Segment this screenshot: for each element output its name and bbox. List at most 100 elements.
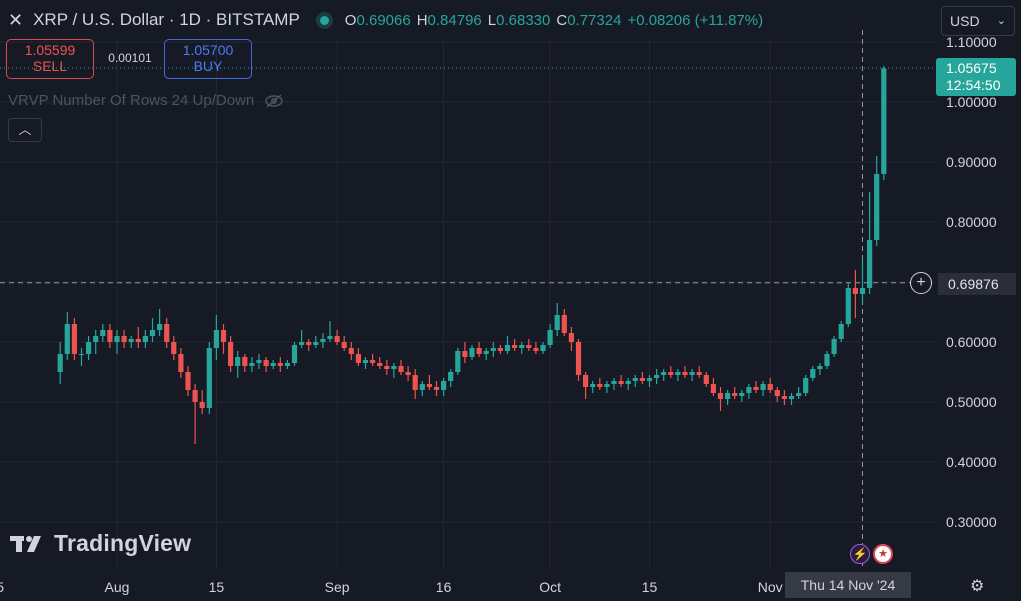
candle[interactable] [64, 312, 70, 360]
candle[interactable] [448, 369, 454, 387]
candle[interactable] [199, 390, 205, 414]
candle[interactable] [774, 387, 780, 402]
collapse-legend-button[interactable]: ︿ [8, 118, 42, 142]
candle[interactable] [384, 360, 390, 375]
candle[interactable] [526, 339, 532, 351]
candle[interactable] [320, 333, 326, 348]
candle[interactable] [164, 318, 170, 348]
candle[interactable] [299, 330, 305, 348]
candle[interactable] [213, 315, 219, 360]
candle[interactable] [824, 351, 830, 369]
candle[interactable] [334, 330, 340, 345]
indicator-legend[interactable]: VRVP Number Of Rows 24 Up/Down [8, 92, 284, 109]
candle[interactable] [57, 342, 63, 384]
candle[interactable] [696, 366, 702, 378]
candle[interactable] [270, 360, 276, 369]
candle[interactable] [661, 369, 667, 381]
candle[interactable] [107, 324, 113, 348]
candle[interactable] [341, 336, 347, 351]
candle[interactable] [852, 270, 858, 318]
candle[interactable] [277, 357, 283, 372]
candle[interactable] [504, 336, 511, 354]
candle[interactable] [732, 387, 738, 399]
candle[interactable] [412, 369, 418, 399]
candle[interactable] [128, 336, 134, 348]
candle[interactable] [874, 156, 880, 246]
candle[interactable] [497, 345, 503, 354]
candle[interactable] [803, 375, 809, 396]
candle[interactable] [291, 342, 298, 366]
candle[interactable] [739, 390, 745, 402]
candle[interactable] [100, 324, 106, 342]
candle[interactable] [71, 318, 77, 360]
candle[interactable] [157, 309, 163, 336]
candle[interactable] [263, 357, 269, 372]
candle[interactable] [831, 336, 837, 357]
candle[interactable] [235, 351, 241, 378]
candle[interactable] [78, 348, 85, 366]
candle[interactable] [554, 303, 560, 336]
candle[interactable] [646, 375, 653, 387]
candle[interactable] [867, 192, 873, 294]
eye-hidden-icon[interactable] [264, 93, 284, 108]
candle[interactable] [838, 321, 844, 342]
candle[interactable] [441, 378, 447, 396]
sell-button[interactable]: 1.05599 SELL [6, 39, 94, 79]
candle[interactable] [817, 363, 823, 375]
candle[interactable] [313, 336, 319, 348]
candle[interactable] [597, 378, 603, 390]
candle[interactable] [426, 375, 432, 390]
candle[interactable] [604, 381, 610, 393]
candle[interactable] [178, 348, 184, 378]
candle[interactable] [710, 378, 716, 396]
candle[interactable] [746, 384, 752, 399]
candle[interactable] [703, 372, 709, 387]
us-flag-event-icon[interactable]: ★ [873, 544, 893, 564]
candle[interactable] [256, 354, 262, 369]
candle[interactable] [419, 381, 425, 396]
candle[interactable] [760, 381, 766, 396]
candle[interactable] [859, 258, 866, 303]
candle[interactable] [284, 360, 290, 369]
candle[interactable] [881, 66, 887, 180]
candle[interactable] [355, 348, 361, 366]
add-alert-plus-icon[interactable]: + [910, 272, 932, 294]
candle[interactable] [611, 378, 617, 390]
candle[interactable] [192, 384, 198, 444]
candle[interactable] [753, 381, 759, 393]
lightning-event-icon[interactable]: ⚡ [850, 544, 870, 564]
candle[interactable] [242, 354, 248, 372]
candle[interactable] [433, 381, 440, 396]
candle[interactable] [86, 336, 92, 360]
candle[interactable] [306, 339, 312, 351]
candle[interactable] [185, 366, 191, 396]
candle[interactable] [725, 390, 731, 405]
candle[interactable] [796, 387, 802, 399]
candle[interactable] [391, 363, 397, 378]
currency-select[interactable]: USD ⌄ [941, 6, 1015, 36]
candle[interactable] [845, 282, 851, 327]
candle[interactable] [561, 309, 567, 336]
candle[interactable] [625, 378, 631, 390]
candle[interactable] [362, 357, 369, 369]
settings-gear-icon[interactable]: ⚙ [970, 578, 985, 595]
candle[interactable] [540, 342, 546, 354]
candle[interactable] [220, 324, 227, 354]
candle[interactable] [149, 318, 156, 342]
candle[interactable] [249, 357, 255, 372]
candle[interactable] [462, 342, 468, 363]
candle[interactable] [717, 387, 724, 411]
candle[interactable] [675, 369, 681, 381]
candle[interactable] [121, 330, 127, 348]
candle[interactable] [171, 336, 177, 360]
candle[interactable] [682, 366, 688, 378]
candle[interactable] [590, 381, 596, 393]
candle[interactable] [618, 375, 624, 387]
candle[interactable] [327, 321, 333, 342]
candle[interactable] [114, 330, 120, 354]
candle[interactable] [490, 342, 496, 357]
candle[interactable] [512, 339, 518, 351]
candle[interactable] [93, 330, 99, 354]
candle[interactable] [206, 342, 212, 414]
